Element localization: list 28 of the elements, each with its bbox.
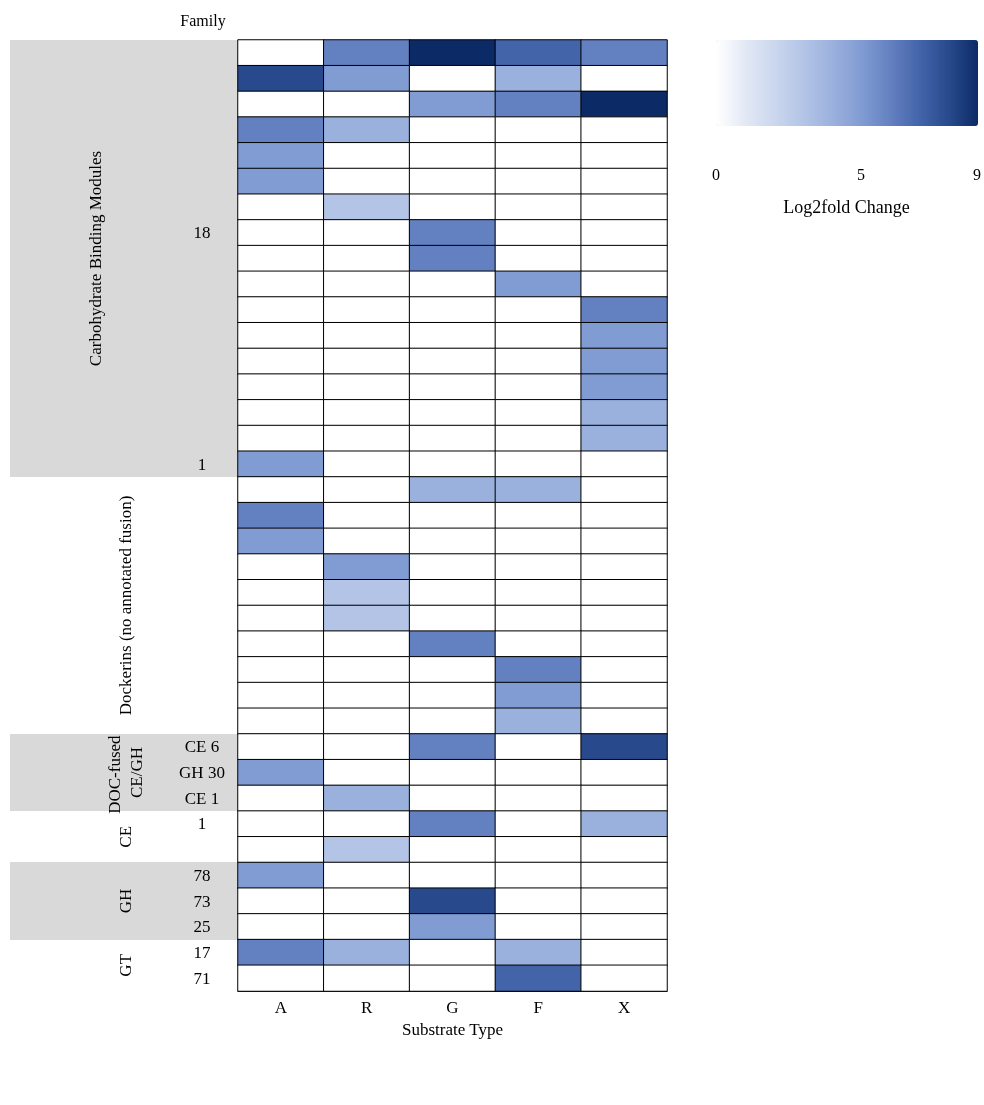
x-tick-label: R <box>361 998 374 1017</box>
x-tick-label: F <box>533 998 544 1017</box>
color-bar-label: 9 <box>973 165 981 183</box>
text: CE <box>115 825 135 848</box>
y-tick-label: CE 6 <box>184 737 220 757</box>
text: Carbohydrate Binding Modules <box>85 150 105 367</box>
x-tick-label: X <box>617 998 631 1017</box>
color-bar-label: 5 <box>857 165 865 183</box>
x-tick-label: G <box>446 998 459 1017</box>
text: GT <box>115 953 135 977</box>
y-tick-label: 71 <box>193 968 211 988</box>
y-tick-label: 18 <box>193 223 211 243</box>
text: GH <box>115 888 135 914</box>
y-tick-label: 1 <box>197 454 207 474</box>
text: Dockerins (no annotated fusion) <box>115 495 135 716</box>
color-bar-label: 0 <box>712 165 720 183</box>
y-tick-label: 17 <box>193 942 211 962</box>
x-axis-title: Substrate Type <box>402 1019 503 1039</box>
y-tick-label: 1 <box>197 814 207 834</box>
y-tick-label: 73 <box>193 891 211 911</box>
y-tick-label: 78 <box>193 865 211 885</box>
y-axis-title: Family <box>180 11 226 30</box>
y-tick-label: GH 30 <box>179 763 225 783</box>
x-tick-label: A <box>274 998 288 1017</box>
y-tick-label: 25 <box>193 917 211 937</box>
text: DOC-fused CE/GH <box>104 731 146 814</box>
color-bar-title: Log2fold Change <box>783 197 910 217</box>
y-tick-label: CE 1 <box>184 788 220 808</box>
